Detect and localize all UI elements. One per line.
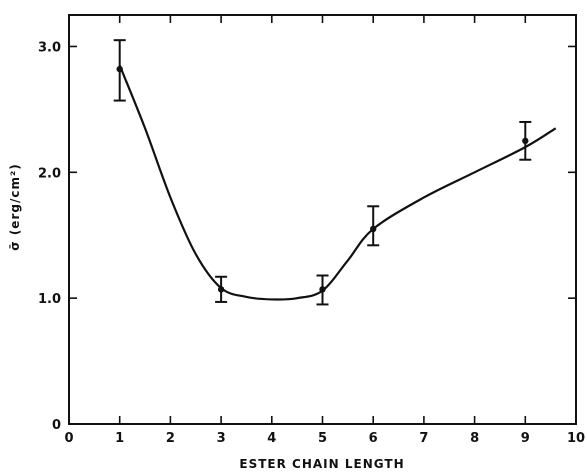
data-point — [217, 286, 225, 293]
y-tick-label: 0 — [52, 418, 61, 433]
fit-curve — [118, 64, 557, 301]
x-tick-label: 7 — [419, 431, 428, 446]
x-tick-label: 5 — [318, 431, 327, 446]
x-tick-label: 3 — [217, 431, 226, 446]
x-tick-label: 1 — [115, 431, 124, 446]
y-tick-label: 1.0 — [38, 292, 61, 307]
x-tick-label: 2 — [166, 431, 175, 446]
plot-frame — [68, 14, 577, 425]
x-tick-label: 0 — [64, 431, 73, 446]
y-tick-label: 3.0 — [38, 40, 61, 55]
data-point — [319, 286, 326, 293]
points-layer — [113, 39, 532, 306]
axes — [68, 14, 577, 425]
curve-layer — [118, 64, 557, 301]
ticks: 0 1 2 3 4 5 6 7 8 9 10 0 1.0 2.0 3.0 — [38, 15, 585, 446]
x-tick-label: 10 — [567, 431, 585, 446]
x-tick-label: 8 — [470, 431, 479, 446]
x-axis-label: ESTER CHAIN LENGTH — [239, 457, 404, 471]
y-axis-label: σ̄ (erg/cm²) — [8, 163, 22, 250]
data-point — [116, 65, 123, 73]
data-point — [522, 137, 529, 145]
x-tick-label: 4 — [267, 431, 276, 446]
x-tick-label: 6 — [369, 431, 378, 446]
data-point — [370, 225, 377, 233]
x-tick-label: 9 — [521, 431, 530, 446]
y-tick-label: 2.0 — [38, 166, 61, 181]
